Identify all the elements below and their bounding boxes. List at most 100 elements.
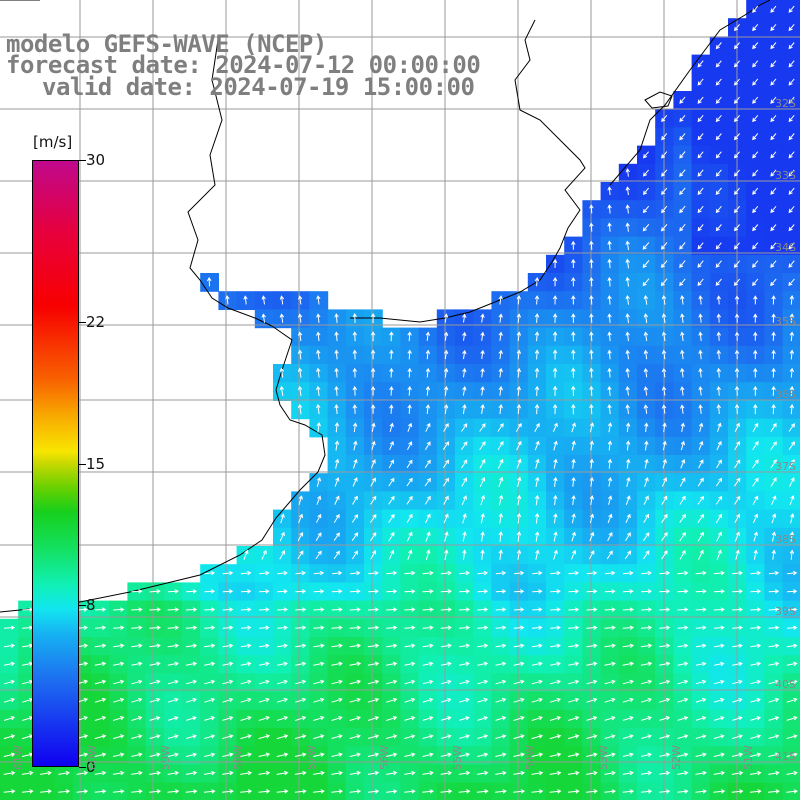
wind-arrow bbox=[352, 458, 358, 469]
wind-arrow bbox=[3, 734, 16, 740]
wind-arrow bbox=[495, 589, 507, 594]
wind-arrow bbox=[294, 752, 307, 757]
wind-arrow bbox=[622, 716, 634, 721]
wind-arrow bbox=[662, 422, 667, 433]
wind-arrow bbox=[749, 770, 762, 776]
wind-arrow bbox=[697, 477, 704, 487]
wind-arrow bbox=[532, 570, 543, 576]
wind-arrow bbox=[715, 78, 722, 86]
wind-arrow bbox=[698, 404, 703, 414]
wind-arrow bbox=[679, 205, 686, 214]
wind-arrow bbox=[477, 570, 489, 576]
wind-arrow bbox=[677, 770, 689, 776]
wind-arrow bbox=[425, 349, 431, 360]
wind-arrow bbox=[113, 625, 125, 630]
wind-arrow bbox=[553, 549, 558, 560]
wind-arrow bbox=[349, 661, 362, 666]
wind-arrow bbox=[240, 589, 252, 594]
wind-arrow bbox=[76, 770, 89, 776]
wind-arrow bbox=[276, 697, 289, 703]
wind-arrow bbox=[713, 770, 726, 776]
wind-arrow bbox=[786, 661, 798, 667]
coastline-argentina bbox=[0, 39, 326, 613]
wind-arrow bbox=[786, 697, 798, 703]
wind-arrow bbox=[786, 716, 798, 721]
wind-arrow bbox=[680, 422, 685, 432]
wind-arrow bbox=[425, 385, 431, 396]
wind-arrow bbox=[498, 512, 504, 524]
wind-arrow bbox=[604, 607, 616, 612]
wind-arrow bbox=[222, 625, 234, 630]
wind-arrow bbox=[462, 549, 467, 560]
wind-arrow bbox=[313, 625, 325, 630]
wind-arrow bbox=[716, 295, 722, 305]
wind-arrow bbox=[297, 550, 304, 560]
wind-arrow bbox=[789, 331, 795, 342]
wind-arrow bbox=[131, 770, 143, 776]
wind-arrow bbox=[771, 367, 776, 378]
wind-arrow bbox=[386, 716, 398, 721]
wind-arrow bbox=[313, 589, 325, 594]
wind-arrow bbox=[443, 513, 449, 524]
wind-arrow bbox=[733, 114, 740, 123]
wind-arrow bbox=[589, 367, 594, 378]
wind-arrow bbox=[332, 570, 343, 576]
wind-arrow bbox=[94, 625, 107, 630]
wind-arrow bbox=[695, 770, 707, 776]
wind-arrow bbox=[259, 589, 270, 594]
wind-arrow bbox=[625, 349, 630, 360]
wind-arrow bbox=[112, 716, 125, 721]
wind-arrow bbox=[333, 550, 340, 560]
wind-arrow bbox=[516, 349, 522, 360]
wind-arrow bbox=[715, 96, 722, 104]
wind-arrow bbox=[204, 570, 216, 576]
wind-arrow bbox=[680, 367, 685, 378]
wind-arrow bbox=[552, 385, 558, 397]
wind-arrow bbox=[113, 643, 125, 648]
longitude-label: 51W bbox=[742, 745, 755, 770]
wind-arrow bbox=[643, 331, 649, 342]
wind-arrow bbox=[444, 531, 449, 542]
coastline bbox=[0, 0, 771, 613]
wind-arrow bbox=[586, 570, 598, 576]
wind-arrow bbox=[367, 789, 380, 794]
wind-arrow bbox=[789, 295, 795, 305]
wind-arrow bbox=[550, 589, 561, 594]
wind-arrow bbox=[589, 476, 594, 487]
wind-arrow bbox=[167, 643, 180, 648]
wind-arrow bbox=[733, 23, 740, 32]
wind-arrow bbox=[350, 570, 361, 576]
wind-arrow bbox=[715, 187, 722, 195]
wind-arrow bbox=[679, 549, 686, 560]
wind-arrow bbox=[732, 589, 743, 594]
wind-arrow bbox=[732, 607, 744, 612]
wind-arrow bbox=[589, 349, 594, 360]
wind-arrow bbox=[659, 716, 671, 721]
wind-arrow bbox=[498, 313, 503, 323]
wind-arrow bbox=[204, 697, 216, 703]
wind-arrow bbox=[389, 331, 394, 342]
wind-arrow bbox=[497, 440, 504, 451]
wind-arrow bbox=[677, 607, 689, 612]
colorbar-tick-mark bbox=[79, 322, 86, 323]
wind-arrow bbox=[425, 549, 431, 561]
wind-arrow bbox=[644, 422, 649, 433]
wind-arrow bbox=[589, 295, 594, 305]
longitude-label: 56W bbox=[378, 745, 391, 770]
wind-arrow bbox=[622, 661, 635, 666]
wind-arrow bbox=[513, 752, 525, 757]
wind-arrow bbox=[495, 697, 507, 703]
wind-arrow bbox=[58, 770, 70, 776]
wind-arrow bbox=[370, 495, 377, 505]
wind-arrow bbox=[480, 513, 485, 524]
wind-arrow bbox=[21, 789, 34, 794]
wind-arrow bbox=[770, 459, 777, 469]
wind-arrow bbox=[352, 367, 358, 378]
wind-arrow bbox=[715, 133, 722, 141]
wind-arrow bbox=[440, 570, 452, 576]
wind-arrow bbox=[677, 625, 689, 630]
wind-arrow bbox=[786, 752, 798, 757]
wind-arrow bbox=[167, 679, 179, 685]
wind-arrow bbox=[768, 661, 780, 667]
wind-arrow bbox=[532, 589, 543, 594]
